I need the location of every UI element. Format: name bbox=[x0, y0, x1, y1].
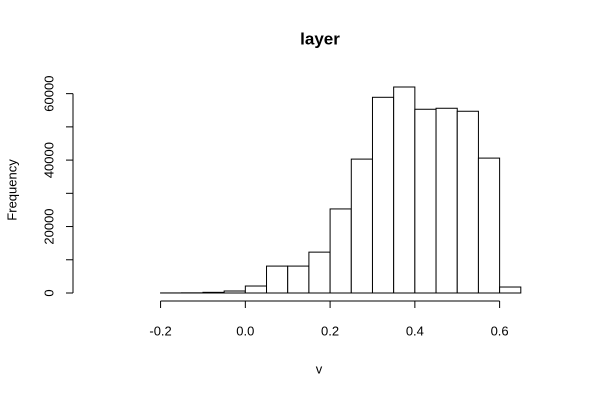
x-tick-label: -0.2 bbox=[149, 323, 171, 338]
x-tick-label: 0.2 bbox=[321, 323, 339, 338]
bar bbox=[393, 86, 416, 294]
bar bbox=[350, 158, 373, 294]
bar bbox=[244, 285, 268, 294]
bar bbox=[287, 265, 310, 294]
y-tick-label: 40000 bbox=[41, 142, 56, 178]
x-tick-label: 0.6 bbox=[491, 323, 509, 338]
x-axis-label: v bbox=[316, 361, 323, 376]
bar bbox=[308, 251, 331, 294]
bar bbox=[499, 286, 522, 294]
y-tick-label: 0 bbox=[41, 289, 56, 296]
bar bbox=[329, 208, 352, 294]
y-axis-label: Frequency bbox=[4, 159, 19, 221]
x-tick-label: 0.4 bbox=[406, 323, 424, 338]
bar bbox=[202, 291, 225, 294]
bar bbox=[414, 108, 437, 294]
bar bbox=[456, 110, 479, 294]
bar bbox=[477, 157, 501, 294]
chart-title: layer bbox=[300, 29, 340, 48]
bar bbox=[435, 107, 458, 294]
bar bbox=[266, 265, 289, 294]
x-tick-label: 0.0 bbox=[236, 323, 254, 338]
y-tick-label: 60000 bbox=[41, 76, 56, 112]
y-tick-label: 20000 bbox=[41, 208, 56, 244]
bar bbox=[223, 290, 246, 294]
bar bbox=[371, 96, 395, 294]
